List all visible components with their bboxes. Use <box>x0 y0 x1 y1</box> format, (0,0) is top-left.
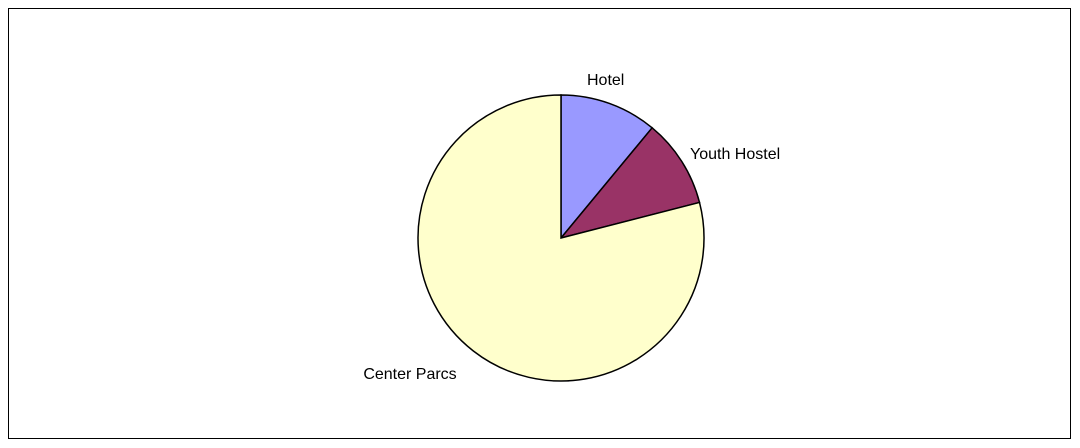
pie-slice-hotel <box>560 94 654 241</box>
pie-labels: Hotel Youth Hostel Center Parcs <box>363 72 780 383</box>
pie-slice-center-parcs <box>417 94 705 382</box>
pie-label-hotel: Hotel <box>587 72 624 89</box>
pie-label-center-parcs: Center Parcs <box>363 366 456 383</box>
pie-slice-youth-hostel <box>558 126 701 240</box>
pie-label-youth-hostel: Youth Hostel <box>690 146 780 163</box>
pie-slices <box>417 94 705 382</box>
